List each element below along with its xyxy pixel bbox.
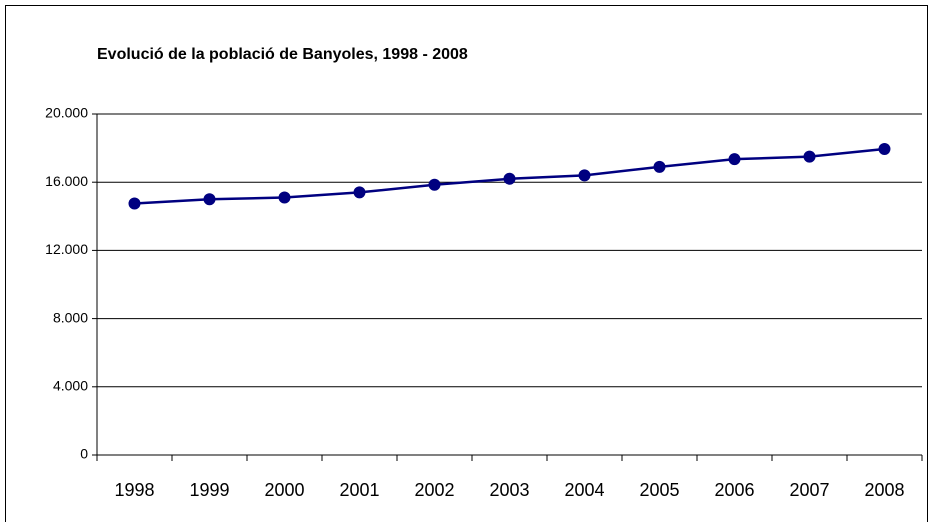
x-tick-label: 2003 xyxy=(489,480,529,500)
x-tick-label: 2001 xyxy=(339,480,379,500)
x-tick-label: 1998 xyxy=(114,480,154,500)
chart-title: Evolució de la població de Banyoles, 199… xyxy=(97,46,468,63)
x-tick-label: 2004 xyxy=(564,480,604,500)
x-tick-label: 2002 xyxy=(414,480,454,500)
chart-border xyxy=(5,5,928,522)
data-point xyxy=(803,150,816,163)
data-point xyxy=(428,178,441,191)
x-tick-label: 2006 xyxy=(714,480,754,500)
x-tick-label: 2007 xyxy=(789,480,829,500)
x-tick-label: 2000 xyxy=(264,480,304,500)
data-point xyxy=(203,193,216,206)
y-tick-label: 0 xyxy=(80,446,88,462)
data-point xyxy=(878,142,891,155)
x-tick-label: 1999 xyxy=(189,480,229,500)
data-point xyxy=(503,172,516,185)
x-tick-label: 2008 xyxy=(864,480,904,500)
y-tick-label: 16.000 xyxy=(45,173,88,189)
data-point xyxy=(353,186,366,199)
y-tick-label: 12.000 xyxy=(45,241,88,257)
data-point xyxy=(128,197,141,210)
x-tick-label: 2005 xyxy=(639,480,679,500)
y-tick-label: 4.000 xyxy=(53,378,88,394)
y-tick-label: 8.000 xyxy=(53,309,88,325)
y-tick-label: 20.000 xyxy=(45,105,88,121)
data-point xyxy=(653,160,666,173)
data-point xyxy=(578,169,591,182)
data-point xyxy=(278,191,291,204)
data-point xyxy=(728,153,741,166)
